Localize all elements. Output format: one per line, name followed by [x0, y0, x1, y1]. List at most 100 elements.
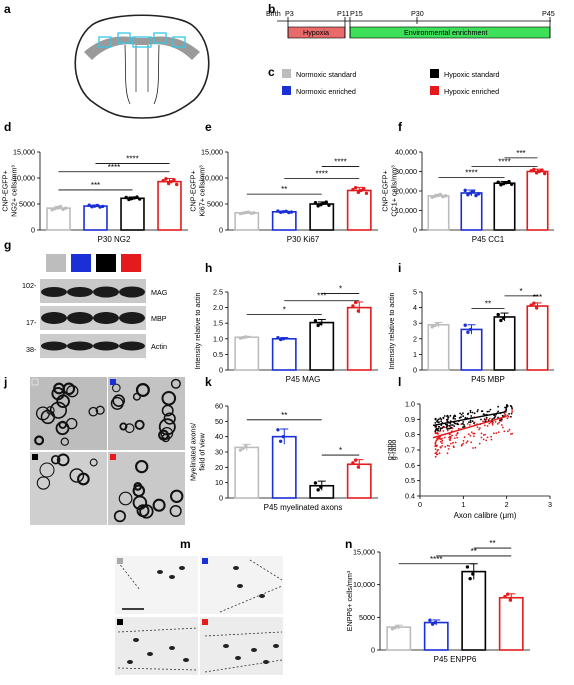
- data-point: [129, 196, 134, 201]
- timeline-p45: P45: [542, 9, 555, 18]
- data-point: [474, 446, 477, 449]
- data-point: [95, 203, 100, 208]
- data-point: [278, 337, 283, 342]
- data-point: [479, 427, 481, 429]
- y-axis-label: CC1+ cells/mm³: [390, 165, 399, 217]
- data-point: [287, 210, 291, 215]
- fit-line: [432, 415, 507, 439]
- data-point: [433, 194, 437, 199]
- data-point: [451, 434, 453, 437]
- data-point: [503, 430, 506, 433]
- data-point: [53, 207, 57, 211]
- data-point: [506, 414, 509, 417]
- bar-0: [427, 195, 450, 231]
- data-point: [469, 411, 472, 414]
- x-axis-label: P30 NG2: [98, 235, 131, 244]
- data-point: [470, 415, 473, 417]
- significance-label: **: [281, 411, 287, 420]
- data-point: [496, 180, 500, 184]
- data-point: [464, 416, 467, 419]
- data-point: [474, 193, 478, 198]
- data-point: [319, 485, 323, 489]
- data-point: [473, 422, 475, 425]
- data-point: [460, 416, 462, 419]
- panel-letter-i: i: [398, 261, 401, 275]
- fit-line: [432, 410, 507, 427]
- data-point: [433, 620, 438, 625]
- y-tick-label: 40: [215, 432, 223, 441]
- bar-2: [493, 316, 516, 371]
- data-point: [319, 202, 323, 207]
- x-axis-label: P45 myelinated axons: [264, 503, 343, 512]
- bar-0: [46, 207, 71, 231]
- panel-letter-a: a: [4, 2, 11, 16]
- data-point: [238, 211, 243, 216]
- data-point: [534, 306, 539, 310]
- data-point: [437, 421, 440, 424]
- y-tick-label: 1: [413, 350, 417, 359]
- data-point: [511, 410, 514, 413]
- data-point: [485, 439, 488, 442]
- chart-d: 0 5000 10,000 15,000 CNP-EGFP+ NG2+ cells/mm³…: [1, 148, 188, 244]
- data-point: [437, 433, 439, 435]
- data-point: [529, 303, 533, 307]
- data-point: [313, 319, 318, 323]
- data-point: [469, 424, 471, 426]
- bar-3: [157, 180, 182, 231]
- y-tick-label: 1.0: [213, 334, 223, 343]
- y-tick-label: 15,000: [353, 548, 375, 557]
- data-point: [446, 428, 449, 430]
- data-point: [446, 415, 448, 417]
- data-point: [61, 207, 65, 211]
- x-axis-label: P45 ENPP6: [434, 655, 477, 664]
- y-tick-label: 3: [413, 319, 417, 328]
- panel-letter-f: f: [398, 120, 403, 134]
- data-point: [466, 440, 469, 443]
- significance-label: ***: [91, 181, 100, 190]
- significance-label: *: [339, 446, 342, 455]
- data-point: [241, 211, 245, 215]
- lane-swatch-hypoxic-enriched: [121, 254, 141, 272]
- bar-1: [423, 621, 449, 651]
- data-point: [480, 432, 483, 435]
- data-point: [90, 205, 94, 209]
- y-axis-label: CNP-EGFP+: [189, 170, 198, 211]
- data-point: [447, 448, 450, 450]
- data-point: [463, 424, 465, 426]
- data-point: [499, 318, 503, 323]
- data-point: [496, 423, 499, 425]
- y-tick-label: 5: [413, 288, 417, 297]
- data-point: [463, 436, 466, 439]
- data-point: [434, 422, 437, 424]
- data-point: [238, 336, 243, 340]
- bar-0: [234, 212, 260, 231]
- data-point: [289, 210, 294, 214]
- data-point: [466, 330, 470, 334]
- data-point: [487, 419, 490, 421]
- data-point: [63, 206, 68, 210]
- data-point: [316, 488, 320, 492]
- x-tick-label: 2: [505, 500, 509, 509]
- data-point: [124, 195, 128, 200]
- data-point: [428, 618, 432, 622]
- data-point: [503, 594, 507, 599]
- x-axis-label: P45 MBP: [471, 375, 505, 384]
- y-tick-label: 15,000: [201, 148, 223, 157]
- bar-3: [526, 305, 549, 371]
- data-point: [507, 415, 510, 418]
- y-tick-label: 0.4: [405, 492, 415, 501]
- y-axis-label: Myelinated axons/: [189, 423, 198, 481]
- data-point: [466, 413, 469, 416]
- data-point: [164, 177, 168, 181]
- data-point: [497, 405, 499, 408]
- stain-image-normoxic-standard: [115, 556, 198, 614]
- data-point: [510, 405, 513, 408]
- data-point: [486, 410, 489, 413]
- data-point: [434, 442, 437, 445]
- data-point: [534, 171, 539, 175]
- significance-label: ****: [334, 158, 346, 167]
- data-point: [485, 416, 488, 419]
- data-point: [436, 438, 439, 441]
- x-tick-label: 1: [461, 500, 465, 509]
